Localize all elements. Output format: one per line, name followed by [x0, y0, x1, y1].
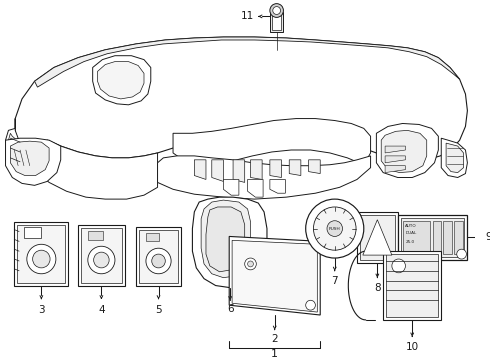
- Polygon shape: [232, 240, 318, 312]
- Polygon shape: [195, 160, 206, 180]
- Polygon shape: [15, 118, 158, 199]
- Bar: [401, 218, 465, 257]
- Polygon shape: [173, 118, 370, 164]
- Bar: [139, 230, 178, 283]
- Text: 3: 3: [38, 305, 45, 315]
- Bar: [443, 221, 452, 254]
- Bar: [270, 13, 283, 32]
- Circle shape: [392, 259, 405, 273]
- Circle shape: [306, 300, 316, 310]
- Polygon shape: [233, 160, 245, 183]
- Polygon shape: [250, 160, 262, 180]
- Text: 10: 10: [406, 342, 419, 352]
- Bar: [383, 251, 441, 320]
- Polygon shape: [385, 146, 405, 153]
- Circle shape: [270, 4, 283, 17]
- Bar: [146, 233, 159, 241]
- Circle shape: [88, 246, 115, 274]
- Bar: [402, 221, 430, 254]
- Circle shape: [27, 244, 56, 274]
- Bar: [78, 225, 124, 285]
- Polygon shape: [441, 138, 467, 177]
- Circle shape: [146, 248, 171, 274]
- Text: 11: 11: [241, 12, 254, 21]
- Polygon shape: [363, 220, 392, 255]
- Circle shape: [273, 6, 280, 14]
- Polygon shape: [381, 130, 427, 172]
- Polygon shape: [385, 166, 405, 172]
- Bar: [357, 212, 398, 263]
- Polygon shape: [93, 56, 151, 105]
- Bar: [386, 254, 439, 317]
- Circle shape: [33, 250, 50, 268]
- Polygon shape: [376, 123, 439, 177]
- Text: 2: 2: [271, 334, 278, 343]
- Polygon shape: [5, 129, 39, 177]
- Circle shape: [457, 249, 466, 259]
- Polygon shape: [5, 138, 61, 185]
- Polygon shape: [247, 180, 263, 197]
- Polygon shape: [158, 156, 370, 199]
- Bar: [14, 222, 68, 285]
- Bar: [24, 226, 41, 238]
- Polygon shape: [270, 160, 281, 177]
- Text: 4: 4: [98, 305, 105, 315]
- Bar: [136, 226, 181, 285]
- Polygon shape: [229, 237, 320, 315]
- Text: DUAL: DUAL: [405, 231, 416, 235]
- Polygon shape: [206, 207, 245, 272]
- Polygon shape: [212, 160, 223, 181]
- Bar: [433, 221, 441, 254]
- Bar: [81, 228, 122, 283]
- Circle shape: [152, 254, 165, 268]
- Polygon shape: [289, 160, 301, 176]
- Text: 5: 5: [155, 305, 162, 315]
- Polygon shape: [15, 37, 467, 163]
- Circle shape: [327, 221, 343, 237]
- Polygon shape: [309, 160, 320, 174]
- Polygon shape: [10, 141, 49, 176]
- Polygon shape: [385, 156, 405, 163]
- Circle shape: [314, 207, 356, 250]
- Bar: [88, 230, 103, 240]
- Bar: [398, 215, 467, 260]
- Circle shape: [247, 261, 253, 267]
- Bar: [360, 215, 395, 260]
- Polygon shape: [98, 62, 144, 99]
- Polygon shape: [8, 133, 36, 172]
- Polygon shape: [223, 180, 239, 195]
- Circle shape: [306, 199, 364, 258]
- Circle shape: [94, 252, 109, 268]
- Text: 1: 1: [271, 349, 278, 359]
- Polygon shape: [201, 200, 250, 278]
- Polygon shape: [35, 37, 460, 87]
- Text: AUTO: AUTO: [405, 224, 417, 228]
- Text: 25.0: 25.0: [405, 240, 415, 244]
- Bar: [17, 225, 65, 283]
- Circle shape: [245, 258, 256, 270]
- Text: 8: 8: [374, 283, 381, 293]
- Bar: [272, 14, 281, 30]
- Bar: [454, 221, 463, 254]
- Text: PUSH: PUSH: [329, 226, 341, 230]
- Text: 7: 7: [331, 276, 338, 285]
- Text: 9: 9: [486, 233, 490, 242]
- Polygon shape: [193, 197, 267, 288]
- Polygon shape: [446, 143, 464, 172]
- Polygon shape: [270, 180, 285, 193]
- Text: 6: 6: [227, 304, 234, 314]
